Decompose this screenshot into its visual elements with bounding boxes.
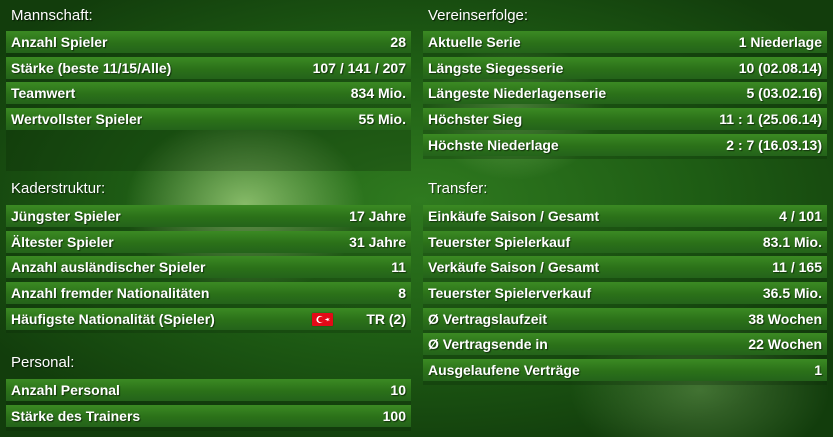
row-value: 100 bbox=[382, 407, 406, 424]
transfer-block: Einkäufe Saison / Gesamt 4 / 101 Teuerst… bbox=[423, 205, 827, 385]
section-title-vereinserfolge: Vereinserfolge: bbox=[428, 7, 529, 24]
row-anzahl-spieler: Anzahl Spieler 28 bbox=[6, 31, 411, 53]
row-value: 2 : 7 (16.03.13) bbox=[726, 136, 822, 153]
row-hoechster-sieg: Höchster Sieg 11 : 1 (25.06.14) bbox=[423, 108, 827, 131]
row-value: 55 Mio. bbox=[358, 111, 406, 128]
row-value: 1 bbox=[814, 362, 822, 379]
row-value: 22 Wochen bbox=[748, 336, 822, 353]
row-hoechste-niederlage: Höchste Niederlage 2 : 7 (16.03.13) bbox=[423, 133, 827, 156]
row-value: 11 / 165 bbox=[772, 259, 822, 276]
row-teuerster-verkauf: Teuerster Spielerverkauf 36.5 Mio. bbox=[423, 282, 827, 305]
row-vertragsende: Ø Vertragsende in 22 Wochen bbox=[423, 333, 827, 356]
row-label: Längeste Niederlagenserie bbox=[428, 85, 607, 102]
row-vertragslaufzeit: Ø Vertragslaufzeit 38 Wochen bbox=[423, 307, 827, 330]
row-staerke: Stärke (beste 11/15/Alle) 107 / 141 / 20… bbox=[6, 56, 411, 79]
row-label: Häufigste Nationalität (Spieler) bbox=[11, 310, 215, 327]
row-wertvollster-spieler: Wertvollster Spieler 55 Mio. bbox=[6, 108, 411, 131]
row-label: Verkäufe Saison / Gesamt bbox=[428, 259, 600, 276]
row-value: 107 / 141 / 207 bbox=[312, 59, 406, 76]
section-title-personal: Personal: bbox=[11, 354, 75, 371]
row-value: TR (2) bbox=[366, 310, 406, 327]
section-title-kaderstruktur: Kaderstruktur: bbox=[11, 180, 106, 197]
row-value: 36.5 Mio. bbox=[762, 285, 822, 302]
row-label: Ø Vertragsende in bbox=[428, 336, 548, 353]
row-label: Teamwert bbox=[11, 85, 76, 102]
row-label: Anzahl Personal bbox=[11, 382, 120, 398]
row-auslaendische-spieler: Anzahl ausländischer Spieler 11 bbox=[6, 256, 411, 279]
row-value: 11 bbox=[391, 259, 406, 276]
row-label: Höchster Sieg bbox=[428, 111, 523, 128]
row-value: 31 Jahre bbox=[349, 233, 406, 250]
row-label: Ältester Spieler bbox=[11, 233, 114, 250]
row-label: Wertvollster Spieler bbox=[11, 111, 143, 128]
turkey-flag-icon bbox=[312, 312, 333, 326]
row-value: 17 Jahre bbox=[349, 208, 406, 224]
row-value: 83.1 Mio. bbox=[762, 233, 822, 250]
row-value: 38 Wochen bbox=[748, 310, 822, 327]
row-label: Jüngster Spieler bbox=[11, 208, 121, 224]
row-value: 1 Niederlage bbox=[738, 34, 822, 50]
row-aeltester-spieler: Ältester Spieler 31 Jahre bbox=[6, 230, 411, 253]
row-label: Teuerster Spielerverkauf bbox=[428, 285, 592, 302]
row-label: Längste Siegesserie bbox=[428, 59, 564, 76]
row-label: Ausgelaufene Verträge bbox=[428, 362, 580, 379]
row-label: Stärke (beste 11/15/Alle) bbox=[11, 59, 172, 76]
row-fremde-nationalitaeten: Anzahl fremder Nationalitäten 8 bbox=[6, 282, 411, 305]
personal-block: Anzahl Personal 10 Stärke des Trainers 1… bbox=[6, 379, 411, 431]
row-einkaeufe: Einkäufe Saison / Gesamt 4 / 101 bbox=[423, 205, 827, 227]
mannschaft-block: Anzahl Spieler 28 Stärke (beste 11/15/Al… bbox=[6, 31, 411, 171]
row-value: 8 bbox=[398, 285, 406, 302]
row-value: 10 (02.08.14) bbox=[738, 59, 822, 76]
row-laengste-siegesserie: Längste Siegesserie 10 (02.08.14) bbox=[423, 56, 827, 79]
row-juengster-spieler: Jüngster Spieler 17 Jahre bbox=[6, 205, 411, 227]
row-label: Anzahl ausländischer Spieler bbox=[11, 259, 206, 276]
row-value: 11 : 1 (25.06.14) bbox=[719, 111, 822, 128]
row-staerke-trainer: Stärke des Trainers 100 bbox=[6, 404, 411, 427]
row-value: 5 (03.02.16) bbox=[746, 85, 823, 102]
row-ausgelaufene-vertraege: Ausgelaufene Verträge 1 bbox=[423, 359, 827, 382]
row-value: 834 Mio. bbox=[350, 85, 406, 102]
row-label: Stärke des Trainers bbox=[11, 407, 141, 424]
row-aktuelle-serie: Aktuelle Serie 1 Niederlage bbox=[423, 31, 827, 53]
row-label: Anzahl fremder Nationalitäten bbox=[11, 285, 210, 302]
row-value: 28 bbox=[390, 34, 406, 50]
row-label: Höchste Niederlage bbox=[428, 136, 559, 153]
row-value: 10 bbox=[390, 382, 406, 398]
row-verkaeufe: Verkäufe Saison / Gesamt 11 / 165 bbox=[423, 256, 827, 279]
row-teuerster-kauf: Teuerster Spielerkauf 83.1 Mio. bbox=[423, 230, 827, 253]
row-value: 4 / 101 bbox=[779, 208, 822, 224]
row-label: Einkäufe Saison / Gesamt bbox=[428, 208, 600, 224]
row-label: Ø Vertragslaufzeit bbox=[428, 310, 548, 327]
row-teamwert: Teamwert 834 Mio. bbox=[6, 82, 411, 105]
row-anzahl-personal: Anzahl Personal 10 bbox=[6, 379, 411, 401]
section-title-mannschaft: Mannschaft: bbox=[11, 7, 93, 24]
section-title-transfer: Transfer: bbox=[428, 180, 488, 197]
row-label: Aktuelle Serie bbox=[428, 34, 521, 50]
row-laengste-niederlagenserie: Längeste Niederlagenserie 5 (03.02.16) bbox=[423, 82, 827, 105]
row-label: Anzahl Spieler bbox=[11, 34, 108, 50]
row-haeufigste-nationalitaet: Häufigste Nationalität (Spieler) TR (2) bbox=[6, 307, 411, 330]
row-label: Teuerster Spielerkauf bbox=[428, 233, 571, 250]
kaderstruktur-block: Jüngster Spieler 17 Jahre Ältester Spiel… bbox=[6, 205, 411, 333]
vereinserfolge-block: Aktuelle Serie 1 Niederlage Längste Sieg… bbox=[423, 31, 827, 159]
